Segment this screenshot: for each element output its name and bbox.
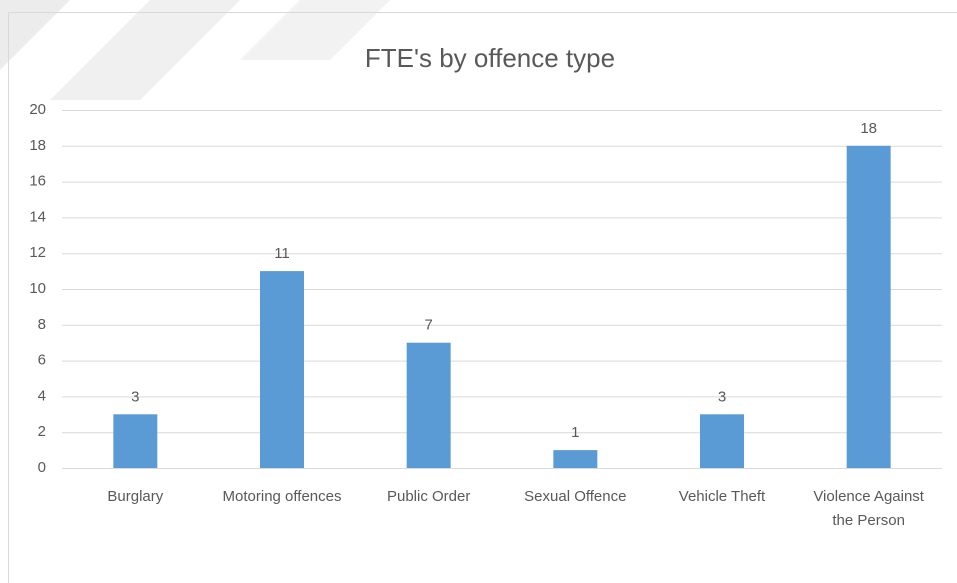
data-label: 1 xyxy=(571,424,579,441)
data-label: 3 xyxy=(131,388,139,405)
y-tick-label: 18 xyxy=(29,137,46,154)
bar xyxy=(113,414,158,468)
bar xyxy=(406,342,451,468)
bar xyxy=(700,414,744,468)
x-tick-label: Public Order xyxy=(386,488,471,505)
x-tick-label: Sexual Offence xyxy=(524,488,627,505)
decoration xyxy=(0,0,70,70)
x-tick-label: Motoring offences xyxy=(222,488,342,505)
x-tick-label: Vehicle Theft xyxy=(678,488,766,505)
data-label: 11 xyxy=(274,245,290,262)
y-tick-label: 20 xyxy=(29,101,46,118)
x-tick-label: Burglary xyxy=(107,488,164,505)
x-tick-label: Violence Against the Person xyxy=(813,488,924,529)
y-tick-label: 12 xyxy=(29,244,46,261)
decoration xyxy=(50,0,240,100)
decoration xyxy=(240,0,390,60)
chart-border xyxy=(8,12,957,583)
bar xyxy=(553,450,598,468)
y-tick-label: 0 xyxy=(38,459,46,476)
bar xyxy=(846,145,891,469)
y-tick-label: 14 xyxy=(29,208,46,225)
y-tick-label: 4 xyxy=(38,387,46,404)
y-tick-label: 16 xyxy=(29,173,46,190)
data-label: 7 xyxy=(424,317,432,334)
y-tick-label: 2 xyxy=(38,423,46,440)
data-label: 18 xyxy=(860,120,877,137)
y-tick-label: 6 xyxy=(38,352,46,369)
chart-title: FTE's by offence type xyxy=(365,43,615,73)
bar xyxy=(260,271,304,468)
y-tick-label: 8 xyxy=(38,316,46,333)
y-tick-label: 10 xyxy=(29,280,46,297)
data-label: 3 xyxy=(718,388,726,405)
